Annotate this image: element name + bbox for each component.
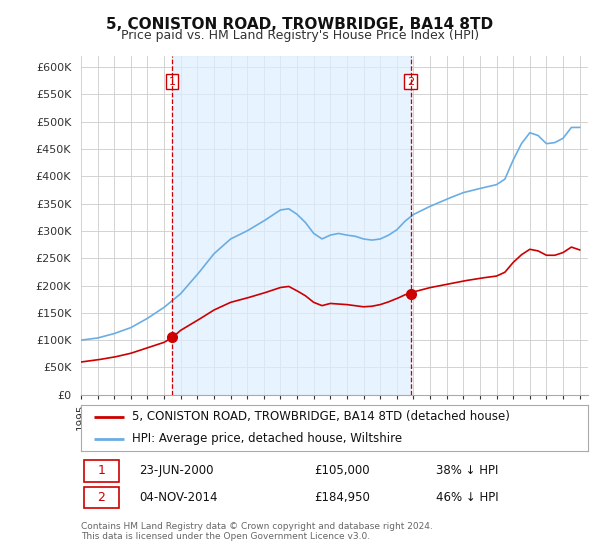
Text: 5, CONISTON ROAD, TROWBRIDGE, BA14 8TD (detached house): 5, CONISTON ROAD, TROWBRIDGE, BA14 8TD (… [132, 410, 509, 423]
Text: 38% ↓ HPI: 38% ↓ HPI [436, 464, 498, 478]
Text: 1: 1 [97, 464, 105, 478]
Text: Contains HM Land Registry data © Crown copyright and database right 2024.
This d: Contains HM Land Registry data © Crown c… [81, 522, 433, 542]
Text: 04-NOV-2014: 04-NOV-2014 [139, 491, 218, 505]
Bar [172, 56, 411, 395]
Text: 2: 2 [97, 491, 105, 505]
Text: 2: 2 [407, 77, 415, 87]
Text: 1: 1 [169, 77, 176, 87]
Text: £184,950: £184,950 [314, 491, 370, 505]
Text: 5, CONISTON ROAD, TROWBRIDGE, BA14 8TD: 5, CONISTON ROAD, TROWBRIDGE, BA14 8TD [106, 17, 494, 32]
Text: £105,000: £105,000 [314, 464, 370, 478]
Text: HPI: Average price, detached house, Wiltshire: HPI: Average price, detached house, Wilt… [132, 432, 402, 445]
Text: 23-JUN-2000: 23-JUN-2000 [139, 464, 214, 478]
Text: Price paid vs. HM Land Registry's House Price Index (HPI): Price paid vs. HM Land Registry's House … [121, 29, 479, 42]
FancyBboxPatch shape [83, 487, 119, 508]
Text: 46% ↓ HPI: 46% ↓ HPI [436, 491, 499, 505]
FancyBboxPatch shape [83, 460, 119, 482]
